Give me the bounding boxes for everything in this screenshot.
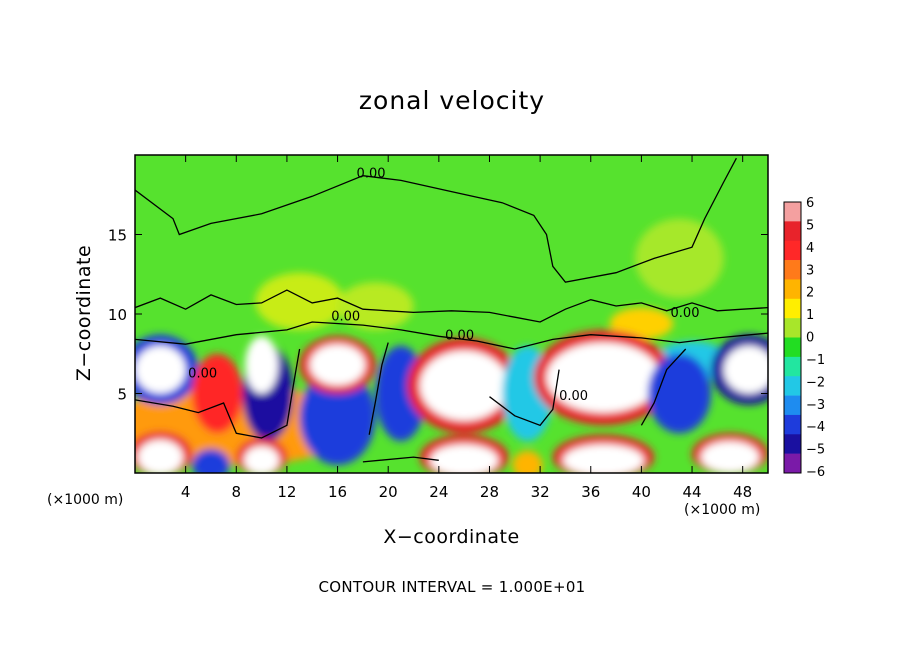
colorbar-segment xyxy=(784,434,801,454)
field-blob xyxy=(135,345,186,394)
colorbar-frame xyxy=(783,201,802,474)
contour-label: 0.00 xyxy=(331,309,360,324)
contour-line xyxy=(489,369,560,427)
colorbar-segment xyxy=(784,279,801,300)
x-unit-label-right: (×1000 m) xyxy=(684,502,761,518)
x-tick-label: 8 xyxy=(232,483,242,501)
contour-line xyxy=(135,321,768,350)
x-tick-label: 28 xyxy=(480,483,499,501)
x-axis-label: X−coordinate xyxy=(383,526,520,548)
colorbar-label: −4 xyxy=(806,420,825,435)
contour-interval-note: CONTOUR INTERVAL = 1.000E+01 xyxy=(318,578,586,596)
colorbar-label: −1 xyxy=(806,353,825,368)
colorbar-label: 4 xyxy=(806,241,814,256)
field-blob xyxy=(700,441,760,473)
colorbar-label: 0 xyxy=(806,331,814,346)
field-blob xyxy=(245,336,279,394)
field-blob xyxy=(647,353,712,434)
x-tick-label: 36 xyxy=(581,483,600,501)
colorbar-segment xyxy=(784,376,801,396)
chart-title: zonal velocity xyxy=(358,86,546,115)
contour-label: 0.00 xyxy=(188,367,217,382)
x-tick-label: 44 xyxy=(682,483,701,501)
colorbar-segment xyxy=(784,318,801,338)
x-tick-label: 16 xyxy=(328,483,347,501)
colorbar-segment xyxy=(784,453,801,474)
x-unit-label-left: (×1000 m) xyxy=(47,492,124,508)
field-blob xyxy=(191,449,230,473)
field-blob xyxy=(137,439,184,473)
field-blob xyxy=(337,282,414,330)
field-blob xyxy=(512,450,543,473)
field-blob xyxy=(723,345,768,394)
y-tick-label: 15 xyxy=(108,227,127,245)
contour-label: 0.00 xyxy=(559,389,588,404)
contour-line xyxy=(368,342,389,435)
field-blob xyxy=(255,272,344,330)
field-blob xyxy=(429,444,499,473)
contour-label: 0.00 xyxy=(445,328,474,343)
y-axis-label: Z−coordinate xyxy=(73,244,95,382)
colorbar-segment xyxy=(784,240,801,261)
field-blob xyxy=(299,369,376,466)
colorbar-label: 1 xyxy=(806,308,814,323)
x-tick-label: 32 xyxy=(531,483,550,501)
contour-line xyxy=(135,289,768,323)
colorbar-label: −2 xyxy=(806,375,825,390)
y-tick-label: 5 xyxy=(117,386,127,404)
colorbar-label: 5 xyxy=(806,218,814,233)
colorbar: 6 5 4 3 2 1 0 −1 −2 −3 −4 −5 −6 xyxy=(783,196,825,480)
contour-line xyxy=(362,456,439,463)
contour-line xyxy=(135,348,301,439)
x-tick-label: 24 xyxy=(429,483,448,501)
y-tick-label: 10 xyxy=(108,306,127,324)
colorbar-segment xyxy=(784,414,801,435)
colorbar-segment xyxy=(784,395,801,416)
contour-line xyxy=(640,348,687,426)
colorbar-label: 2 xyxy=(806,286,814,301)
x-tick-label: 40 xyxy=(632,483,651,501)
x-tick-label: 20 xyxy=(379,483,398,501)
field-blob xyxy=(309,344,366,386)
contour-label: 0.00 xyxy=(357,166,386,181)
x-tick-label: 48 xyxy=(733,483,752,501)
x-tick-label: 4 xyxy=(181,483,191,501)
zero-contours: 0.00 0.00 0.00 0.00 0.00 0.00 xyxy=(135,157,768,463)
colorbar-segment xyxy=(784,356,801,377)
colorbar-segment xyxy=(784,337,801,358)
contour-label: 0.00 xyxy=(671,306,700,321)
colorbar-segment xyxy=(784,298,801,319)
colorbar-segment xyxy=(784,260,801,280)
field-blob xyxy=(635,218,724,299)
contour-line xyxy=(135,157,737,283)
field-blob xyxy=(243,445,280,473)
colorbar-segment xyxy=(784,202,801,222)
colorbar-label: 6 xyxy=(806,196,814,211)
colorbar-label: −5 xyxy=(806,443,825,458)
colorbar-label: −3 xyxy=(806,398,825,413)
x-tick-label: 12 xyxy=(277,483,296,501)
colorbar-label: −6 xyxy=(806,465,825,480)
field-blob xyxy=(562,444,644,473)
field-blob xyxy=(191,353,243,434)
field-blob xyxy=(419,350,509,421)
velocity-field xyxy=(135,155,768,473)
colorbar-label: 3 xyxy=(806,263,814,278)
field-blob xyxy=(546,342,661,413)
field-blob xyxy=(609,307,674,340)
colorbar-segment xyxy=(784,221,801,242)
